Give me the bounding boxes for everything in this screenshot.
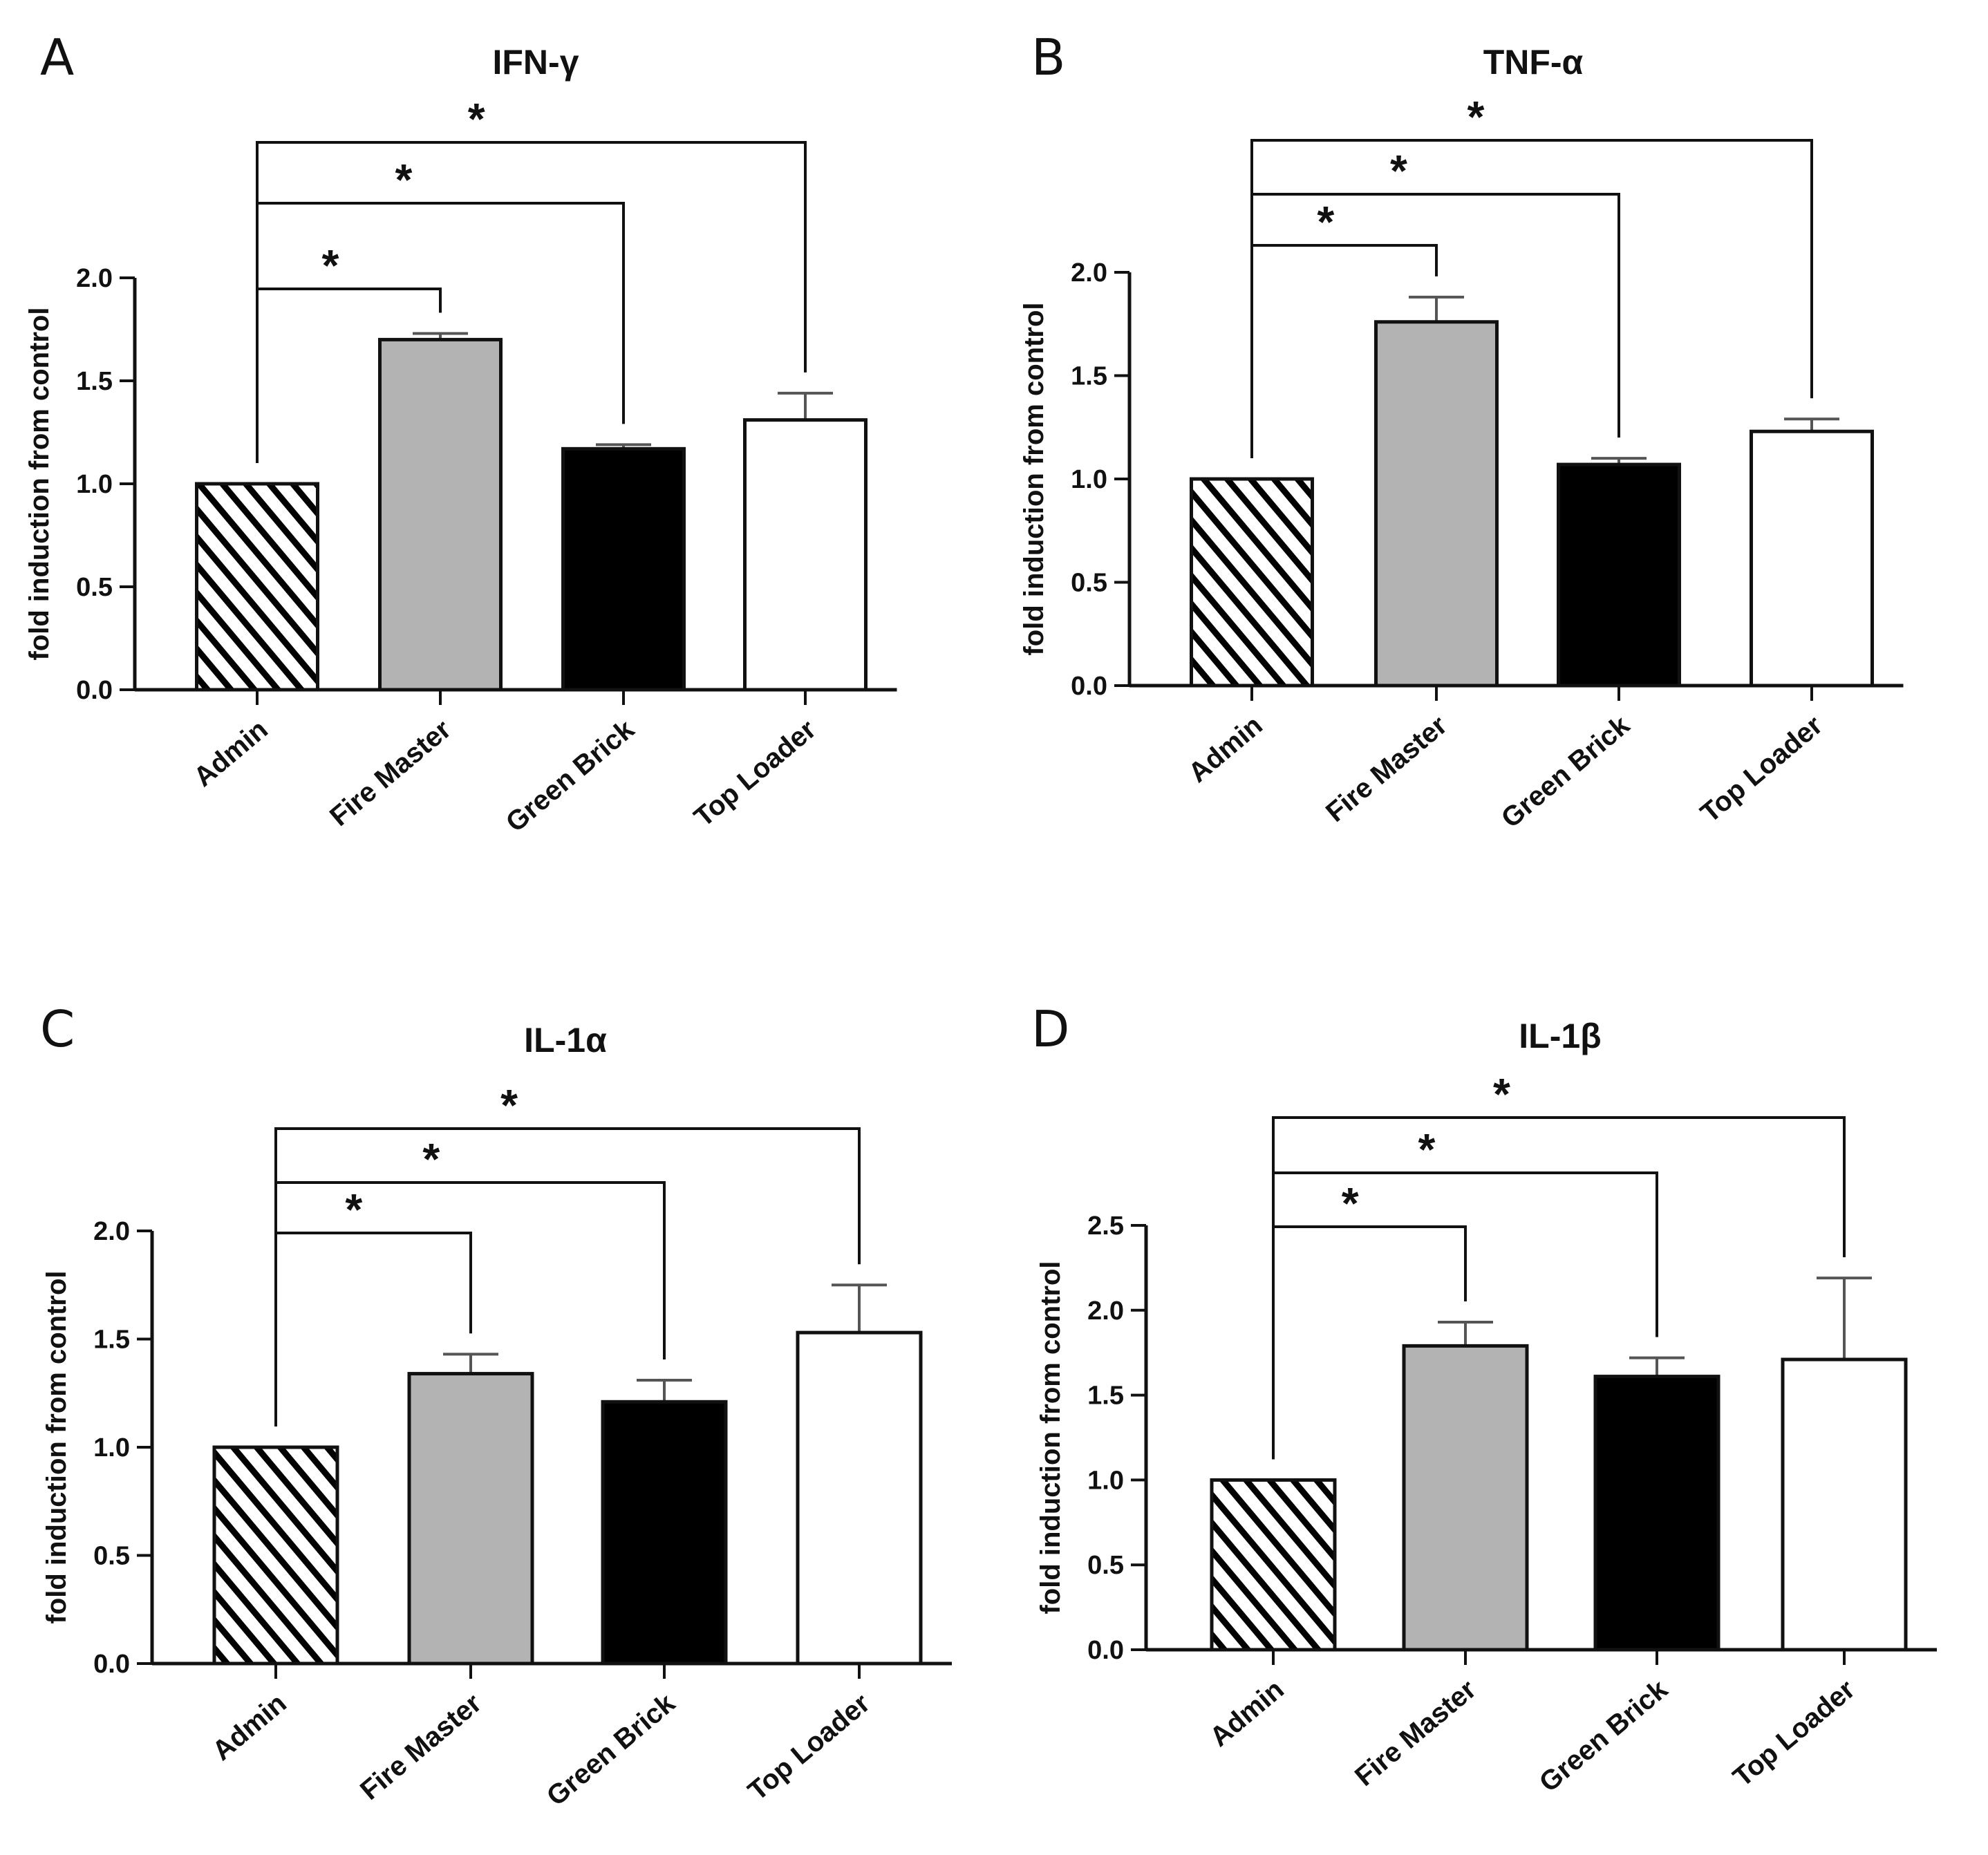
bar-admin [1210, 1478, 1337, 1652]
x-category-label: Fire Master [355, 1688, 487, 1806]
bar-fire-master [1374, 320, 1499, 688]
panel-letter-a: A [40, 28, 74, 86]
x-category-label: Admin [1183, 710, 1268, 789]
y-tick-label: 2.0 [76, 264, 113, 293]
x-category-label: Top Loader [1727, 1674, 1861, 1793]
y-tick-label: 0.5 [1071, 569, 1107, 598]
chart-title: IFN-γ [493, 43, 579, 82]
significance-bracket [256, 141, 807, 463]
y-tick-label: 2.5 [1087, 1212, 1124, 1241]
significance-bracket [1250, 139, 1813, 458]
significance-star: * [1317, 197, 1334, 247]
significance-star: * [1418, 1124, 1436, 1174]
significance-star: * [345, 1185, 362, 1234]
y-tick-label: 1.0 [93, 1433, 130, 1462]
significance-star: * [322, 241, 339, 290]
chart-title: TNF-α [1483, 43, 1584, 82]
bar-fire-master [378, 337, 503, 692]
x-category-label: Top Loader [1695, 710, 1828, 829]
x-category-label: Fire Master [1349, 1674, 1482, 1792]
significance-star: * [1467, 92, 1485, 142]
y-tick-label: 0.5 [93, 1542, 130, 1571]
y-tick-label: 1.0 [76, 470, 113, 499]
bar-green-brick [601, 1400, 728, 1666]
significance-star: * [1493, 1069, 1510, 1119]
bar-green-brick [1593, 1375, 1720, 1652]
x-category-label: Top Loader [688, 714, 822, 833]
x-category-label: Top Loader [742, 1688, 876, 1807]
significance-star: * [1390, 146, 1407, 196]
bar-green-brick [1557, 462, 1681, 688]
bar-top-loader [1781, 1357, 1908, 1652]
y-tick-label: 1.5 [76, 367, 113, 396]
panel-b: B TNF-α fold induction from control 0.0 0.5… [1019, 28, 1904, 834]
x-category-label: Admin [207, 1688, 292, 1767]
significance-bracket [1272, 1116, 1846, 1460]
x-category-label: Admin [1204, 1674, 1290, 1753]
panel-a: A IFN-γ fold induction from control 0.0 0.5… [24, 28, 897, 838]
bar-admin [212, 1445, 339, 1666]
bar-top-loader [743, 418, 868, 692]
bar-fire-master [1402, 1344, 1529, 1652]
y-tick-label: 2.0 [93, 1217, 130, 1246]
chart-title: IL-1β [1519, 1017, 1601, 1055]
y-tick-label: 1.5 [1087, 1382, 1124, 1411]
significance-star: * [422, 1134, 440, 1184]
significance-star: * [1342, 1178, 1359, 1228]
y-tick-label: 0.0 [76, 676, 113, 705]
y-tick-label: 1.5 [93, 1326, 130, 1355]
chart-title: IL-1α [524, 1021, 607, 1060]
x-category-label: Fire Master [324, 714, 457, 832]
bar-admin [195, 482, 319, 692]
y-tick-label: 2.0 [1071, 258, 1107, 288]
bar-top-loader [796, 1330, 923, 1666]
significance-star: * [395, 155, 413, 205]
bar-admin [1190, 477, 1314, 688]
x-category-label: Admin [188, 714, 274, 793]
bar-fire-master [407, 1372, 534, 1666]
x-category-label: Green Brick [500, 714, 641, 838]
x-category-label: Fire Master [1320, 710, 1453, 828]
y-tick-label: 1.0 [1087, 1466, 1124, 1495]
panel-c: C IL-1α fold induction from control 0.0 0.5… [40, 1000, 952, 1812]
y-tick-label: 0.5 [76, 573, 113, 602]
y-tick-label: 1.5 [1071, 362, 1107, 391]
y-axis-title: fold induction from control [1035, 1261, 1066, 1614]
y-axis-title: fold induction from control [41, 1270, 72, 1623]
significance-star: * [468, 94, 485, 144]
y-axis-title: fold induction from control [1019, 302, 1049, 655]
x-category-label: Green Brick [1534, 1674, 1674, 1798]
y-tick-label: 2.0 [1087, 1297, 1124, 1326]
y-axis-title: fold induction from control [24, 307, 55, 660]
panel-d: D IL-1β fold induction from control 0.0 0.5… [1031, 1000, 1937, 1798]
bar-top-loader [1750, 429, 1874, 688]
y-tick-label: 0.0 [93, 1650, 130, 1679]
y-tick-label: 0.0 [1071, 672, 1107, 701]
y-tick-label: 1.0 [1071, 465, 1107, 494]
panel-letter-d: D [1031, 1000, 1069, 1058]
significance-star: * [500, 1080, 518, 1130]
panel-letter-b: B [1031, 28, 1065, 86]
y-tick-label: 0.5 [1087, 1551, 1124, 1580]
panel-letter-c: C [40, 1000, 75, 1058]
y-tick-label: 0.0 [1087, 1636, 1124, 1665]
x-category-label: Green Brick [541, 1688, 682, 1812]
significance-bracket [274, 1127, 861, 1426]
x-category-label: Green Brick [1496, 710, 1636, 834]
bar-green-brick [561, 446, 686, 692]
